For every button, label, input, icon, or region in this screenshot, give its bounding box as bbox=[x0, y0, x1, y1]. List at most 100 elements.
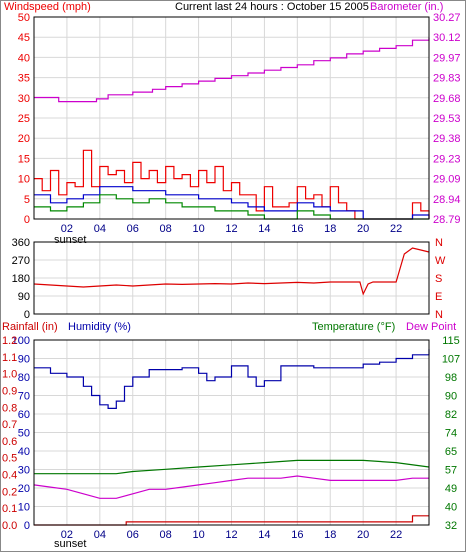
wind-title: Current last 24 hours : October 15 2005 bbox=[175, 1, 369, 13]
wind-y-tick-label: 25 bbox=[18, 113, 30, 125]
dewpoint-line bbox=[33, 475, 429, 499]
rain-y-tick-label: 0.4 bbox=[2, 470, 17, 482]
direction-y-tick-label: 360 bbox=[12, 237, 30, 249]
rain-y-tick-label: 0.9 bbox=[2, 385, 17, 397]
rain-x-tick-label: 12 bbox=[225, 529, 237, 541]
rain-ylabel: Rainfall (in) bbox=[2, 321, 58, 333]
direction-y-ticks: 0 90 180 270 360 bbox=[12, 237, 30, 321]
wind-y-tick-label: 40 bbox=[18, 52, 30, 64]
humidity-y-tick-label: 0 bbox=[24, 520, 30, 532]
wind-y-tick-label: 0 bbox=[24, 214, 30, 226]
rain-x-tick-label: 08 bbox=[160, 529, 172, 541]
wind-x-tick-label: 12 bbox=[225, 223, 237, 235]
wind-x-tick-label: 16 bbox=[291, 223, 303, 235]
rain-y-tick-label: 0.1 bbox=[2, 503, 17, 515]
compass-tick-label: W bbox=[435, 255, 446, 267]
rain-x-tick-label: 06 bbox=[127, 529, 139, 541]
wind-y-tick-label: 30 bbox=[18, 93, 30, 105]
barometer-line bbox=[34, 37, 430, 103]
compass-tick-label: E bbox=[435, 291, 442, 303]
direction-y-tick-label: 90 bbox=[18, 291, 30, 303]
rain-x-tick-label: 16 bbox=[291, 529, 303, 541]
temp-y-tick-label: 74 bbox=[445, 428, 457, 440]
rain-y-tick-label: 0.0 bbox=[2, 520, 17, 532]
wind-x-tick-label: 06 bbox=[127, 223, 139, 235]
rain-x-tick-label: 02 bbox=[61, 529, 73, 541]
direction-y-tick-label: 270 bbox=[12, 255, 30, 267]
rain-x-tick-label: 22 bbox=[390, 529, 402, 541]
baro-ylabel: Barometer (in.) bbox=[370, 1, 443, 13]
temp-y-ticks: 32 40 49 57 65 74 82 90 98 107 115 bbox=[442, 335, 460, 532]
baro-y-tick-label: 29.23 bbox=[433, 153, 461, 165]
humidity-y-ticks: 0 10 20 30 40 50 60 70 80 90 100 bbox=[12, 335, 30, 532]
wind-x-tick-label: 10 bbox=[192, 223, 204, 235]
rain-x-tick-label: 20 bbox=[357, 529, 369, 541]
wind-x-tick-label: 08 bbox=[160, 223, 172, 235]
temp-y-tick-label: 32 bbox=[445, 520, 457, 532]
humidity-ylabel: Humidity (%) bbox=[68, 321, 131, 333]
direction-series bbox=[33, 247, 430, 296]
rain-y-tick-label: 0.6 bbox=[2, 436, 17, 448]
wind-x-tick-label: 22 bbox=[390, 223, 402, 235]
temp-ylabel: Temperature (°F) bbox=[312, 321, 395, 333]
wind-x-tick-label: 18 bbox=[324, 223, 336, 235]
wind-x-tick-label: 02 bbox=[61, 223, 73, 235]
humidity-y-tick-label: 20 bbox=[18, 483, 30, 495]
baro-y-tick-label: 29.53 bbox=[433, 113, 461, 125]
direction-line bbox=[33, 247, 430, 296]
temp-y-tick-label: 49 bbox=[445, 483, 457, 495]
wind-y-tick-label: 35 bbox=[18, 73, 30, 85]
humidity-y-tick-label: 10 bbox=[18, 502, 30, 514]
humidity-y-tick-label: 60 bbox=[18, 409, 30, 421]
baro-y-tick-label: 29.09 bbox=[433, 174, 461, 186]
rain-y-tick-label: 0.7 bbox=[2, 419, 17, 431]
rain-hum-temp-series bbox=[33, 349, 430, 526]
baro-y-tick-label: 30.12 bbox=[433, 32, 461, 44]
wind-y-tick-label: 10 bbox=[18, 174, 30, 186]
wind-y-tick-label: 20 bbox=[18, 133, 30, 145]
rain-x-tick-label: 18 bbox=[324, 529, 336, 541]
direction-y-tick-label: 180 bbox=[12, 273, 30, 285]
rain-sunset-label: sunset bbox=[54, 538, 86, 550]
baro-y-tick-label: 29.68 bbox=[433, 93, 461, 105]
temp-y-tick-label: 90 bbox=[445, 391, 457, 403]
rain-x-tick-label: 14 bbox=[258, 529, 270, 541]
humidity-y-tick-label: 100 bbox=[12, 335, 30, 347]
rain-x-tick-label: 04 bbox=[94, 529, 106, 541]
direction-plot-frame bbox=[33, 241, 430, 315]
rain-x-ticks: 02 04 06 08 10 12 14 16 18 20 22 bbox=[61, 529, 402, 541]
rain-y-tick-label: 0.8 bbox=[2, 402, 17, 414]
baro-y-ticks: 28.79 28.94 29.09 29.23 29.38 29.53 29.68 29.83… bbox=[433, 12, 461, 226]
rain-y-ticks: 0.0 0.1 0.2 0.4 0.5 0.6 0.7 0.8 0.9 1.0 1.1 1.2 bbox=[2, 335, 17, 532]
baro-y-tick-label: 28.79 bbox=[433, 214, 461, 226]
temp-y-tick-label: 98 bbox=[445, 372, 457, 384]
wind-x-tick-label: 04 bbox=[94, 223, 106, 235]
humidity-y-tick-label: 90 bbox=[18, 354, 30, 366]
humidity-line bbox=[34, 349, 430, 409]
humidity-y-tick-label: 40 bbox=[18, 446, 30, 458]
baro-y-tick-label: 30.27 bbox=[433, 12, 461, 24]
compass-tick-label: N bbox=[435, 237, 443, 249]
direction-grid bbox=[34, 241, 429, 315]
humidity-y-tick-label: 80 bbox=[18, 372, 30, 384]
wind-x-tick-label: 20 bbox=[357, 223, 369, 235]
wind-y-tick-label: 15 bbox=[18, 153, 30, 165]
wind-y-tick-label: 5 bbox=[24, 194, 30, 206]
temp-y-tick-label: 115 bbox=[442, 335, 460, 347]
temp-y-tick-label: 82 bbox=[445, 409, 457, 421]
wind-y-ticks: 0 5 10 15 20 25 30 35 40 45 50 bbox=[18, 12, 30, 226]
rain-plot-frame bbox=[33, 339, 430, 526]
direction-y-tick-label: 0 bbox=[24, 309, 30, 321]
wind-y-tick-label: 50 bbox=[18, 12, 30, 24]
rain-y-tick-label: 1.0 bbox=[2, 369, 17, 381]
humidity-y-tick-label: 30 bbox=[18, 465, 30, 477]
temp-y-tick-label: 107 bbox=[442, 354, 460, 366]
wind-x-ticks: 02 04 06 08 10 12 14 16 18 20 22 bbox=[61, 223, 402, 235]
wind-plot-frame bbox=[33, 16, 430, 220]
baro-y-tick-label: 29.38 bbox=[433, 133, 461, 145]
rain-y-tick-label: 0.2 bbox=[2, 486, 17, 498]
temp-y-tick-label: 57 bbox=[445, 465, 457, 477]
wind-y-tick-label: 45 bbox=[18, 32, 30, 44]
